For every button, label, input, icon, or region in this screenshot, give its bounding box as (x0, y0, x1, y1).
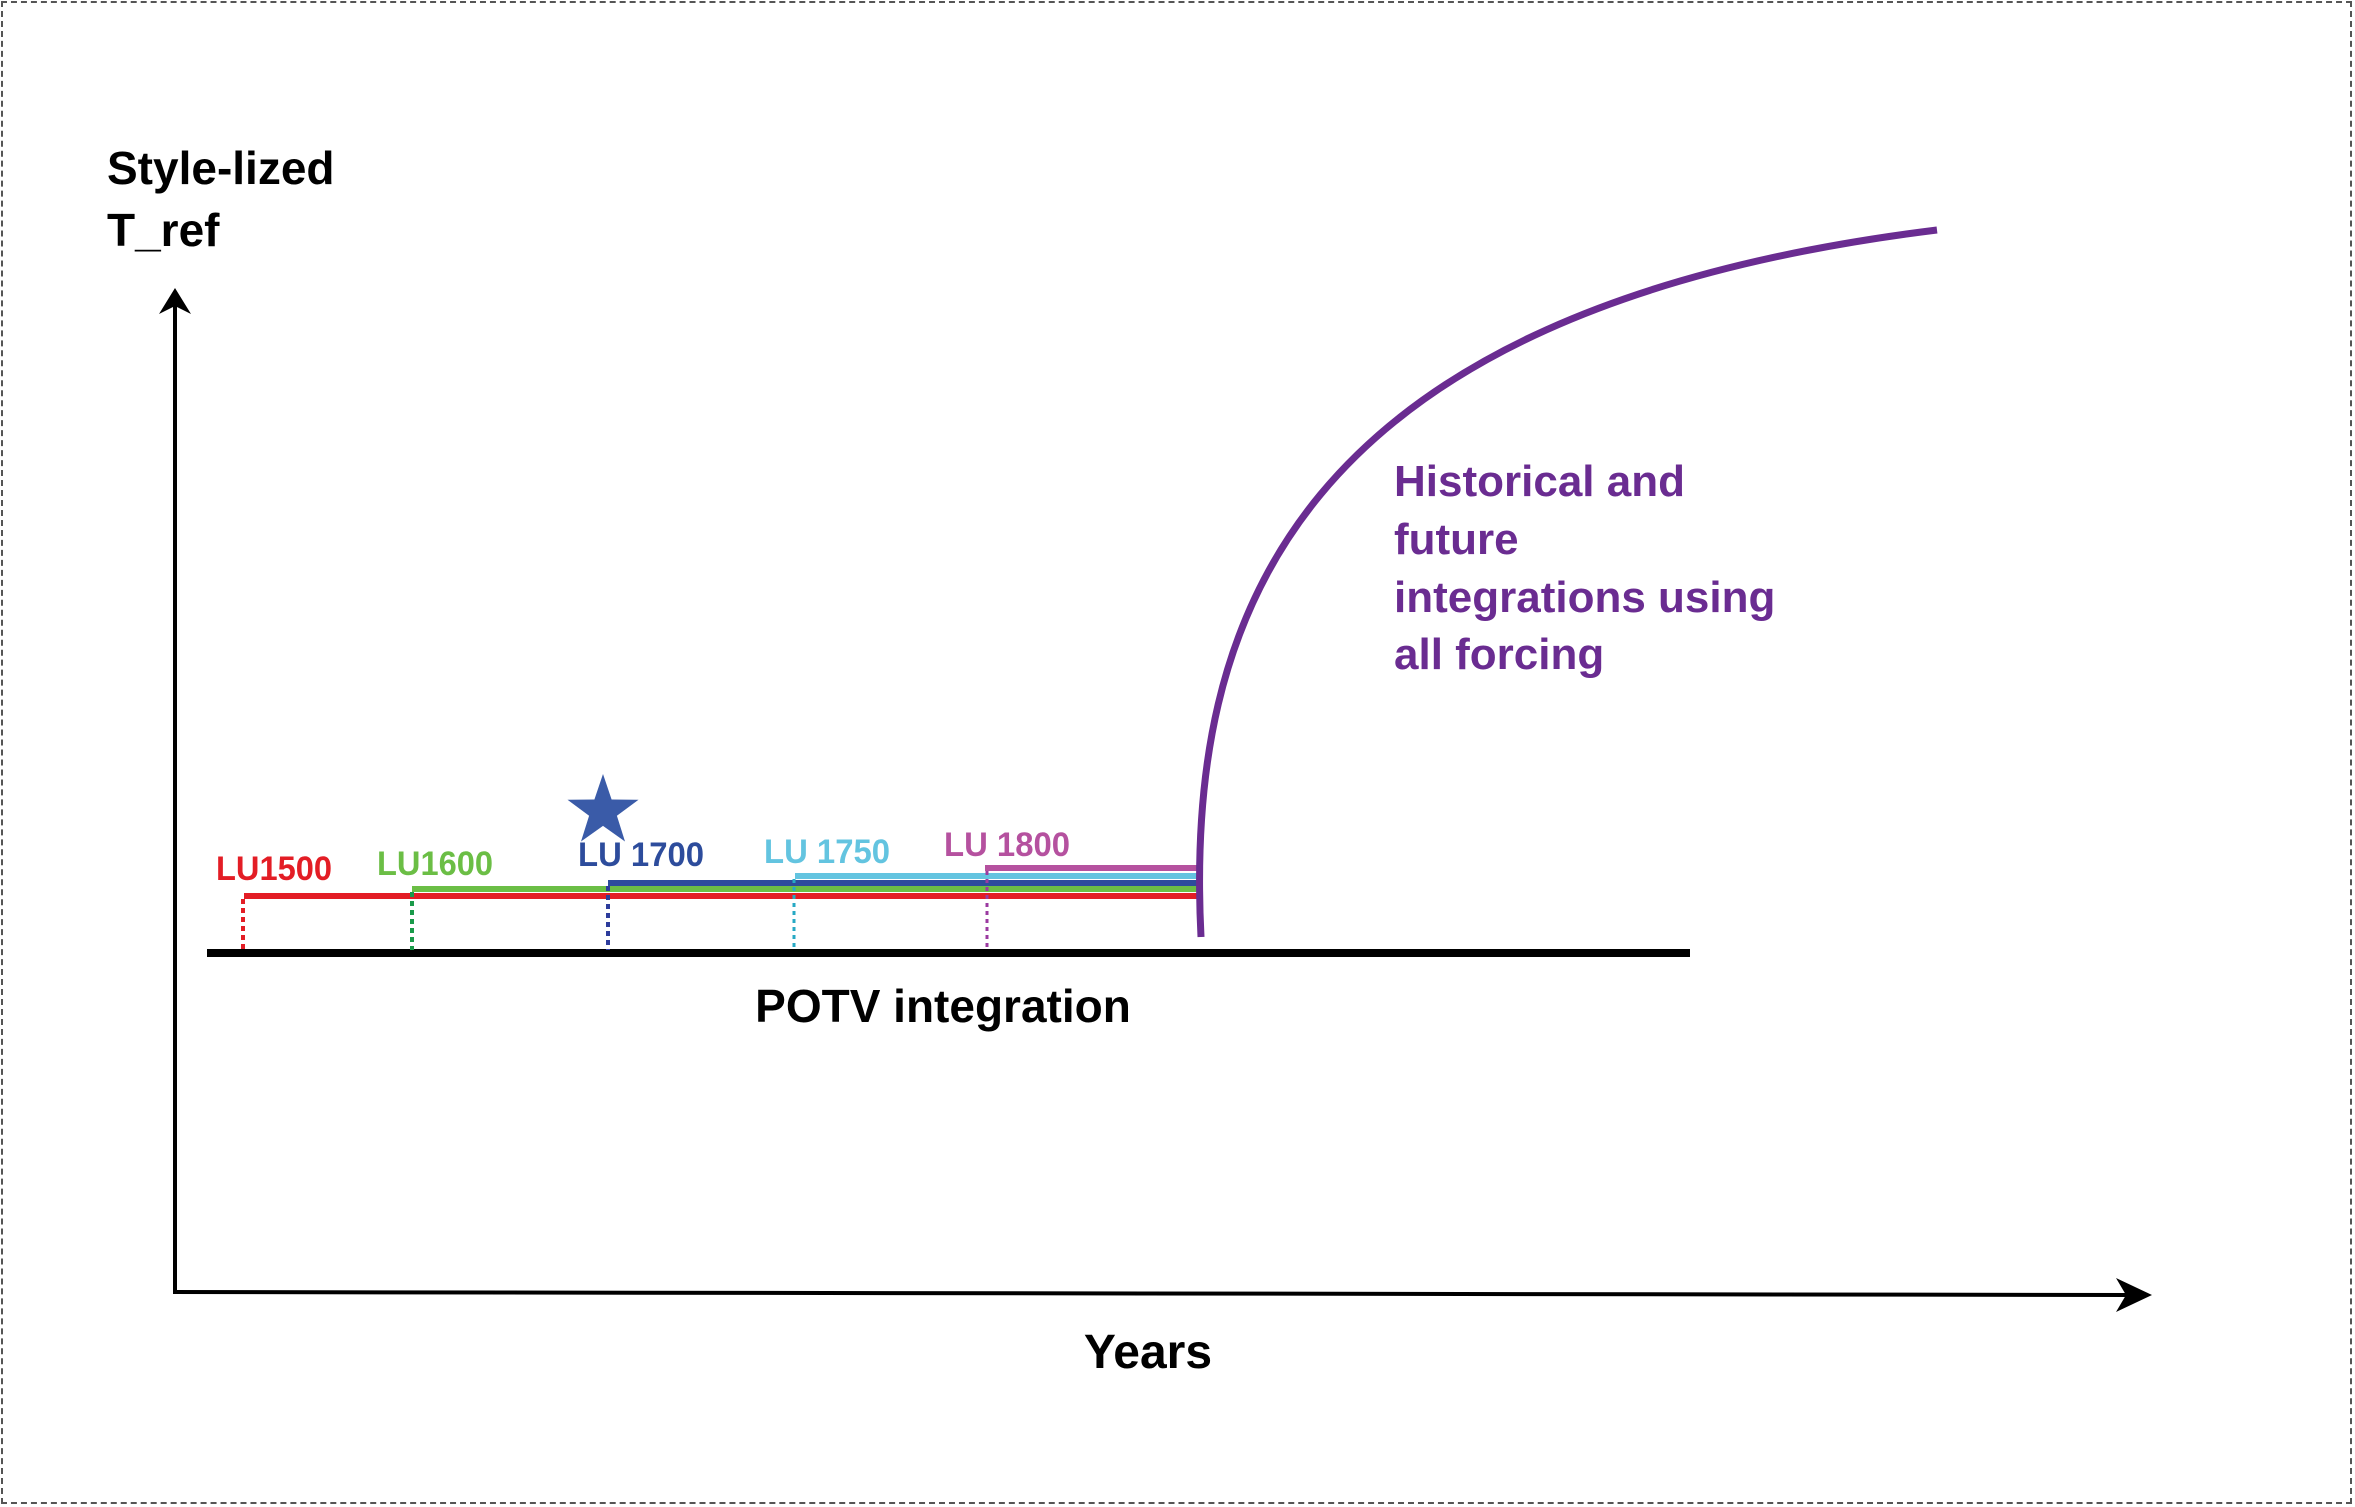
forcing-label-line3: integrations using (1394, 573, 1775, 622)
forcing-label-line4: all forcing (1394, 630, 1604, 679)
lu1600-label: LU1600 (377, 845, 493, 883)
star-icon (567, 774, 639, 842)
y-axis-label-line2: T_ref (107, 204, 220, 256)
forcing-curve (1196, 226, 1938, 938)
x-axis-label: Years (1084, 1326, 1212, 1379)
x-axis (172, 1278, 2152, 1312)
lu1500-label: LU1500 (216, 850, 332, 888)
x-axis-arrow-icon (2116, 1278, 2152, 1312)
y-axis-label-line1: Style-lized (107, 142, 335, 194)
experiment-lines (244, 865, 1197, 899)
potv-label: POTV integration (755, 980, 1131, 1032)
forcing-label-line1: Historical and (1394, 457, 1685, 506)
y-axis-arrow-icon (159, 288, 191, 314)
start-markers (241, 871, 989, 950)
lu1700-label: LU 1700 (578, 836, 704, 874)
y-axis (159, 288, 191, 1292)
forcing-label: Historical and future integrations using… (1394, 457, 1775, 679)
forcing-label-line2: future (1394, 515, 1519, 564)
lu1750-label: LU 1750 (764, 833, 890, 871)
lu1800-label: LU 1800 (944, 826, 1070, 864)
